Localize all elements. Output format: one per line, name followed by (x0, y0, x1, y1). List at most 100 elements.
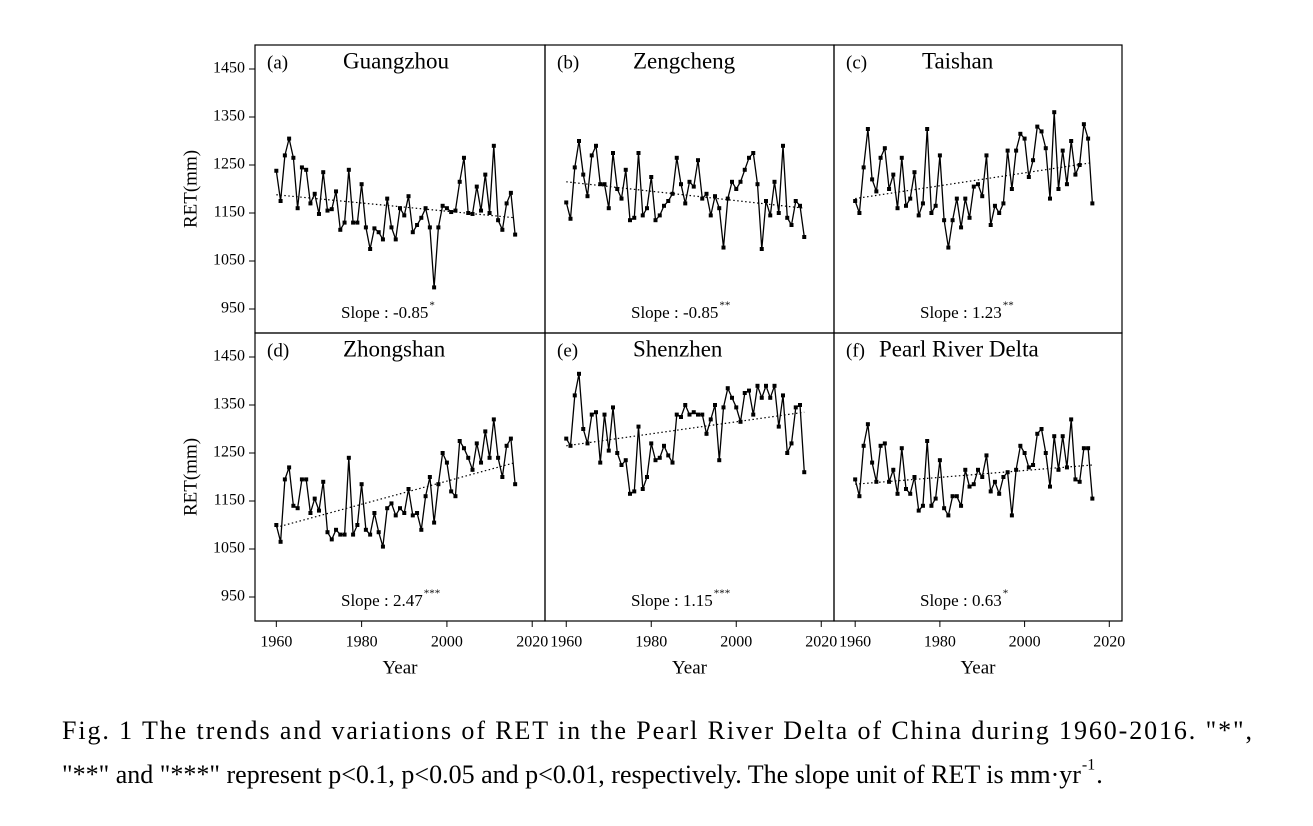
data-point (1048, 484, 1052, 489)
data-point (589, 412, 594, 417)
data-point (717, 206, 722, 211)
data-point (1077, 163, 1082, 167)
data-point (776, 424, 781, 429)
data-point (1018, 131, 1023, 136)
data-point (316, 211, 321, 216)
data-point (423, 494, 428, 499)
data-point (440, 451, 445, 455)
data-point (628, 218, 632, 223)
data-point (992, 479, 997, 484)
trend-line (566, 411, 805, 447)
data-point (691, 184, 696, 189)
y-tick-label: 1050 (213, 252, 245, 269)
data-point (1086, 446, 1091, 451)
data-point (1022, 451, 1027, 455)
data-point (363, 527, 368, 532)
data-point (967, 215, 972, 220)
data-point (457, 439, 462, 443)
panel-frame (833, 332, 1123, 622)
y-tick-label: 1150 (214, 204, 245, 221)
data-point (912, 475, 917, 479)
data-point (282, 477, 287, 482)
data-point (325, 208, 330, 213)
data-point (713, 194, 717, 199)
data-point (363, 225, 368, 230)
data-point (457, 179, 462, 184)
data-point (427, 475, 432, 479)
data-point (636, 424, 641, 429)
data-point (857, 211, 862, 215)
data-point (568, 216, 573, 221)
data-point (602, 182, 607, 187)
data-point (874, 479, 879, 484)
data-point (380, 544, 385, 549)
data-point (372, 226, 377, 231)
data-point (721, 405, 726, 410)
data-point (645, 206, 649, 211)
data-point (781, 143, 785, 148)
data-point (942, 218, 947, 223)
data-point (1026, 175, 1031, 179)
data-point (483, 172, 488, 177)
x-axis-label: Year (672, 657, 708, 678)
data-point (611, 405, 615, 410)
data-point (704, 431, 709, 436)
slope-annotation: Slope : 2.47 (341, 591, 423, 610)
data-point (619, 463, 624, 467)
data-point (937, 458, 942, 463)
data-point (785, 215, 790, 220)
data-point (789, 441, 794, 446)
panel-label: (b) (557, 52, 579, 73)
data-point (755, 383, 760, 388)
data-point (764, 199, 768, 203)
caption-line: Fig. 1 The trends and variations of RET … (62, 716, 1252, 745)
panel-frame (544, 332, 835, 622)
data-point (674, 412, 679, 417)
data-point (274, 168, 279, 173)
data-point (874, 189, 879, 194)
data-point (954, 494, 959, 499)
data-point (963, 467, 968, 472)
data-point (959, 225, 964, 230)
data-point (287, 136, 292, 141)
data-point (645, 475, 649, 479)
data-point (929, 211, 934, 215)
data-point (657, 455, 662, 460)
data-point (402, 213, 407, 218)
data-point (1026, 465, 1031, 470)
data-point (683, 403, 688, 407)
data-point (406, 194, 411, 199)
slope-annotation: Slope : 0.63 (920, 591, 1002, 610)
data-point (474, 184, 479, 189)
data-point (916, 213, 921, 218)
data-point (1009, 187, 1014, 191)
data-point (1048, 196, 1052, 201)
data-point (785, 451, 790, 455)
data-point (415, 511, 420, 515)
data-point (929, 503, 934, 508)
y-tick-label: 1450 (213, 60, 245, 77)
data-point (933, 496, 938, 501)
data-point (988, 489, 993, 494)
data-point (427, 225, 432, 230)
data-point (865, 422, 870, 427)
data-point (449, 210, 454, 215)
slope-annotation: Slope : 1.15 (631, 591, 713, 610)
data-point (793, 199, 798, 203)
data-point (483, 429, 488, 434)
data-point (878, 155, 883, 160)
data-point (679, 415, 683, 419)
panel-label: (f) (846, 340, 865, 361)
slope-significance: * (429, 300, 435, 312)
data-point (640, 487, 645, 491)
data-point (1018, 443, 1023, 448)
data-point (980, 475, 985, 479)
data-point (496, 455, 501, 460)
data-point (687, 179, 692, 184)
x-tick-label: 2000 (431, 634, 463, 651)
data-point (406, 487, 411, 491)
data-point (912, 170, 917, 175)
data-point (299, 165, 304, 170)
data-point (925, 439, 930, 443)
data-point (942, 506, 947, 511)
